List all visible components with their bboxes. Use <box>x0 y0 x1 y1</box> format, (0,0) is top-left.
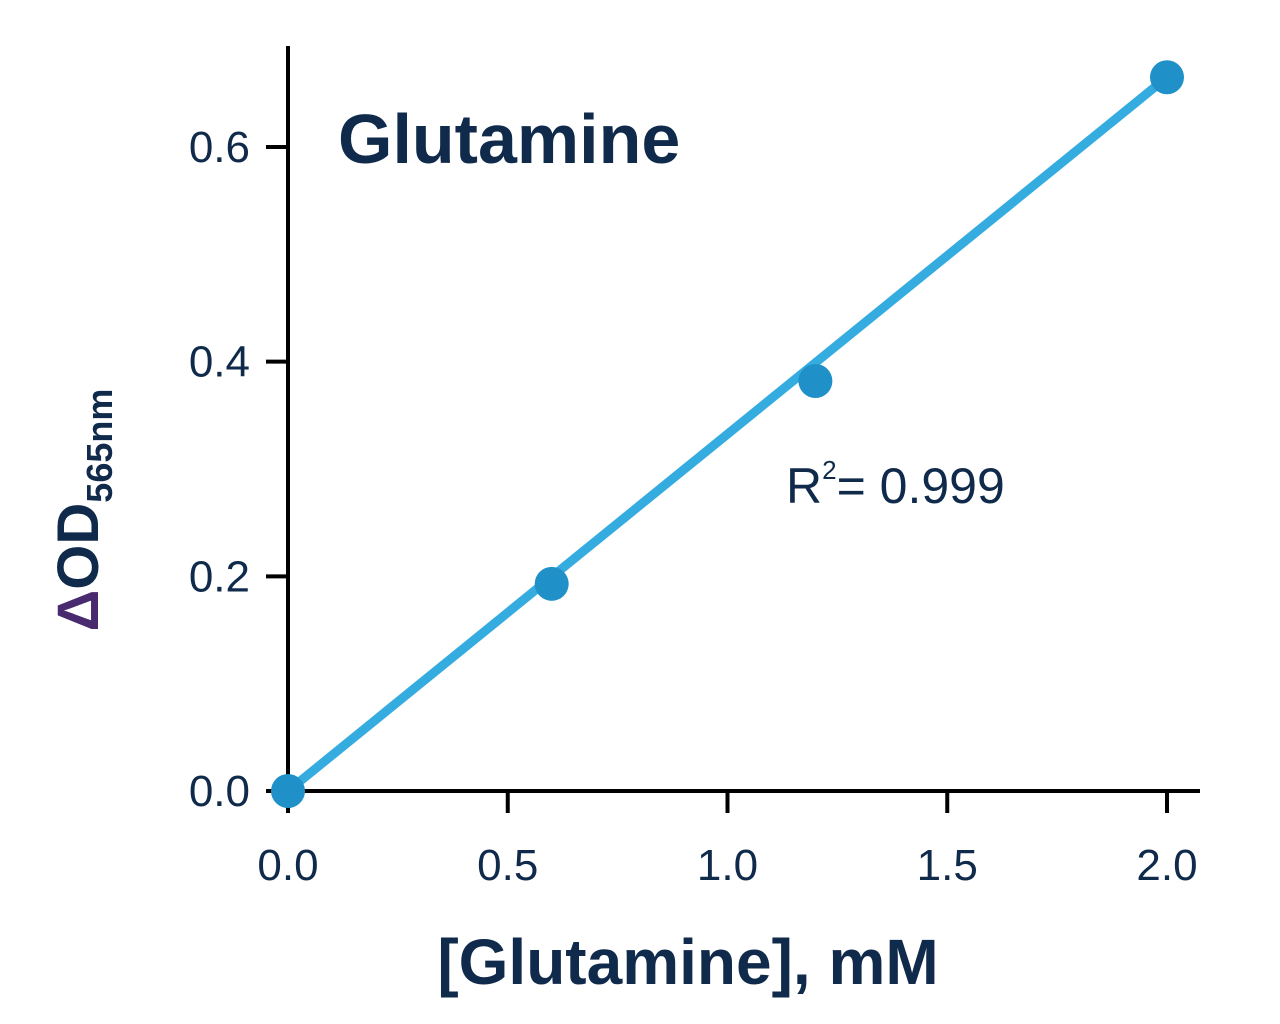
x-tick-label: 0.5 <box>477 841 538 890</box>
y-tick-label: 0.2 <box>189 552 250 601</box>
data-point <box>271 774 305 808</box>
y-tick-label: 0.6 <box>189 123 250 172</box>
y-axis-label-main: OD <box>46 503 111 590</box>
y-tick-label: 0.4 <box>189 338 250 387</box>
x-tick-label: 0.0 <box>257 841 318 890</box>
data-series <box>271 60 1184 808</box>
y-axis-label-subscript: 565nm <box>79 389 120 503</box>
x-tick-label: 1.5 <box>917 841 978 890</box>
axis-ticks: 0.0 0.5 1.0 1.5 2.0 0.0 0.2 0.4 0.6 <box>189 123 1198 890</box>
data-point <box>534 566 569 601</box>
r-squared-r: R <box>786 458 822 514</box>
chart-title: Glutamine <box>338 100 680 178</box>
r-squared-value: = 0.999 <box>837 458 1005 514</box>
data-point <box>1150 60 1184 95</box>
r-squared-annotation: R2= 0.999 <box>786 455 1005 514</box>
x-tick-label: 1.0 <box>697 841 758 890</box>
data-point <box>798 363 833 398</box>
fit-line <box>283 72 1172 796</box>
y-axis-label: ΔOD565nm <box>46 389 120 632</box>
r-squared-superscript: 2 <box>822 455 836 485</box>
y-axis-label-delta: Δ <box>46 590 111 632</box>
x-axis-label: [Glutamine], mM <box>437 926 938 998</box>
y-tick-label: 0.0 <box>189 767 250 816</box>
x-tick-label: 2.0 <box>1136 841 1197 890</box>
axes <box>266 46 1200 811</box>
